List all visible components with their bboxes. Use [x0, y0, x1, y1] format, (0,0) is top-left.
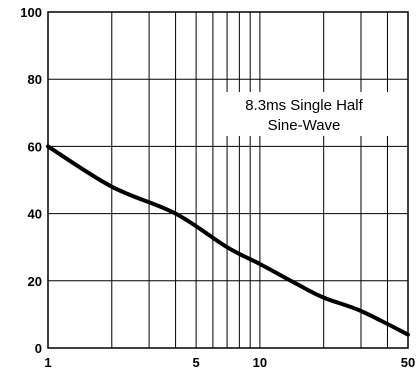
y-tick-label: 80	[28, 72, 42, 87]
series-curve-group	[46, 144, 410, 337]
y-tick-label: 100	[20, 5, 42, 20]
x-tick-label: 5	[192, 355, 199, 370]
y-tick-label: 20	[28, 274, 42, 289]
annotation-line-2: Sine-Wave	[268, 117, 341, 134]
annotation-box	[218, 92, 390, 136]
annotation-background	[218, 92, 390, 136]
x-tick-labels: 1 5 10 50	[44, 355, 415, 370]
annotation-line-1: 8.3ms Single Half	[245, 97, 363, 114]
y-tick-label: 0	[35, 341, 42, 356]
x-tick-label: 50	[401, 355, 415, 370]
x-tick-label: 10	[253, 355, 267, 370]
y-tick-labels: 0 20 40 60 80 100	[20, 5, 42, 356]
plot-frame	[47, 11, 409, 349]
y-tick-label: 40	[28, 207, 42, 222]
y-tick-label: 60	[28, 139, 42, 154]
x-tick-label: 1	[44, 355, 51, 370]
